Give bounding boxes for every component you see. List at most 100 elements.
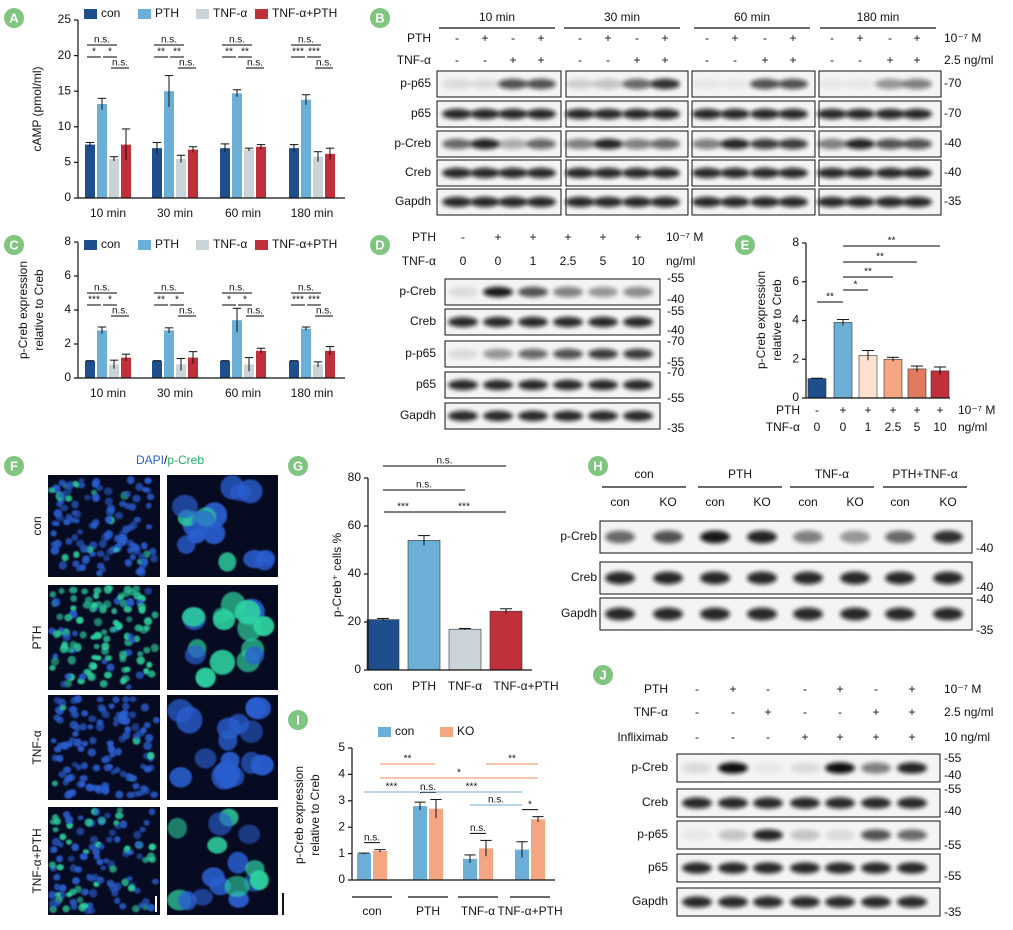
nucleus bbox=[255, 549, 276, 567]
significance-label: * bbox=[227, 295, 231, 306]
nucleus bbox=[195, 667, 216, 688]
nucleus bbox=[81, 556, 90, 565]
nucleus bbox=[87, 672, 95, 681]
bar bbox=[97, 330, 107, 378]
nucleus bbox=[59, 644, 69, 654]
y-axis-label: p-Creb expression bbox=[292, 766, 306, 864]
blot-band bbox=[650, 78, 680, 90]
lane-label: con bbox=[890, 495, 909, 509]
blot-band bbox=[483, 286, 513, 298]
significance-label: *** bbox=[292, 47, 304, 58]
band-label: p-Creb bbox=[631, 760, 668, 774]
nucleus bbox=[126, 476, 135, 485]
blot-band bbox=[553, 379, 583, 391]
bar bbox=[448, 628, 482, 671]
nucleus bbox=[76, 780, 85, 789]
condition-name: TNF-α bbox=[634, 705, 668, 719]
condition-value: + bbox=[604, 31, 611, 45]
blot-band bbox=[588, 286, 618, 298]
nucleus bbox=[84, 818, 94, 827]
blot-band bbox=[718, 896, 748, 908]
nucleus bbox=[178, 891, 197, 911]
group-label: PTH bbox=[728, 467, 752, 481]
significance-label: n.s. bbox=[247, 58, 263, 69]
nucleus bbox=[93, 631, 103, 640]
lane-label: KO bbox=[659, 495, 676, 509]
nucleus bbox=[71, 877, 80, 885]
bar bbox=[97, 104, 107, 198]
condition-name: PTH bbox=[412, 230, 436, 244]
nucleus bbox=[129, 553, 136, 561]
condition-value: + bbox=[908, 705, 915, 719]
blot-band bbox=[933, 571, 963, 585]
blot-band bbox=[817, 78, 847, 90]
significance-label: *** bbox=[308, 295, 320, 306]
significance-label: n.s. bbox=[161, 35, 177, 46]
legend-swatch bbox=[84, 9, 97, 19]
bar bbox=[256, 350, 266, 378]
significance-label: * bbox=[528, 799, 532, 810]
panel-letter: J bbox=[599, 667, 606, 682]
panel-badge bbox=[4, 8, 24, 28]
bar bbox=[366, 619, 400, 671]
x-tick-label: 60 min bbox=[225, 206, 261, 220]
condition-value: + bbox=[661, 53, 668, 67]
nucleus bbox=[150, 791, 158, 798]
band-label: p-Creb bbox=[394, 136, 431, 150]
x-tick-label: TNF-α+PTH bbox=[497, 904, 562, 918]
nucleus bbox=[132, 494, 141, 503]
nucleus bbox=[71, 534, 79, 541]
bar bbox=[407, 540, 441, 671]
nucleus bbox=[48, 861, 57, 869]
nucleus bbox=[140, 763, 147, 769]
significance-label: * bbox=[457, 768, 461, 779]
x-tick-label: TNF-α bbox=[461, 904, 495, 918]
condition-value: - bbox=[705, 31, 709, 45]
bar bbox=[325, 350, 335, 378]
nucleus bbox=[127, 884, 136, 892]
mw-marker: -55 bbox=[667, 304, 685, 318]
significance-label: *** bbox=[386, 782, 398, 793]
nucleus bbox=[98, 843, 105, 850]
condition-value: + bbox=[908, 682, 915, 696]
blot-band bbox=[845, 78, 875, 90]
nucleus bbox=[67, 655, 76, 665]
condition-value: + bbox=[856, 31, 863, 45]
condition-unit: 10⁻⁷ M bbox=[944, 682, 981, 696]
blot-band bbox=[790, 762, 820, 774]
mw-marker: -40 bbox=[667, 323, 685, 337]
blot-band bbox=[718, 829, 748, 841]
nucleus bbox=[117, 539, 126, 547]
bar bbox=[256, 146, 266, 198]
nucleus bbox=[93, 592, 100, 599]
nucleus bbox=[144, 587, 153, 595]
blot-band bbox=[483, 410, 513, 422]
blot-band bbox=[692, 196, 722, 208]
timepoint-label: 180 min bbox=[857, 10, 900, 24]
nucleus bbox=[60, 742, 69, 750]
nucleus bbox=[73, 738, 82, 747]
x-row-unit: 10⁻⁷ M bbox=[958, 403, 995, 417]
nucleus bbox=[150, 554, 159, 563]
bar bbox=[413, 806, 427, 880]
blot-band bbox=[825, 862, 855, 874]
nucleus bbox=[80, 762, 88, 770]
nucleus bbox=[99, 679, 108, 688]
bar bbox=[244, 149, 254, 198]
blot-band bbox=[790, 862, 820, 874]
blot-band bbox=[588, 379, 618, 391]
blot-band bbox=[526, 196, 556, 208]
blot-band bbox=[750, 138, 780, 150]
significance-label: n.s. bbox=[94, 35, 110, 46]
nucleus bbox=[148, 808, 156, 816]
bar bbox=[833, 322, 853, 399]
nucleus bbox=[138, 606, 146, 614]
y-tick-label: 10 bbox=[58, 119, 72, 133]
significance-label: n.s. bbox=[420, 782, 436, 793]
blot-band bbox=[793, 571, 823, 585]
nucleus bbox=[67, 855, 75, 862]
condition-value: + bbox=[886, 53, 893, 67]
blot-band bbox=[518, 316, 548, 328]
condition-value: - bbox=[695, 705, 699, 719]
condition-value: - bbox=[766, 682, 770, 696]
